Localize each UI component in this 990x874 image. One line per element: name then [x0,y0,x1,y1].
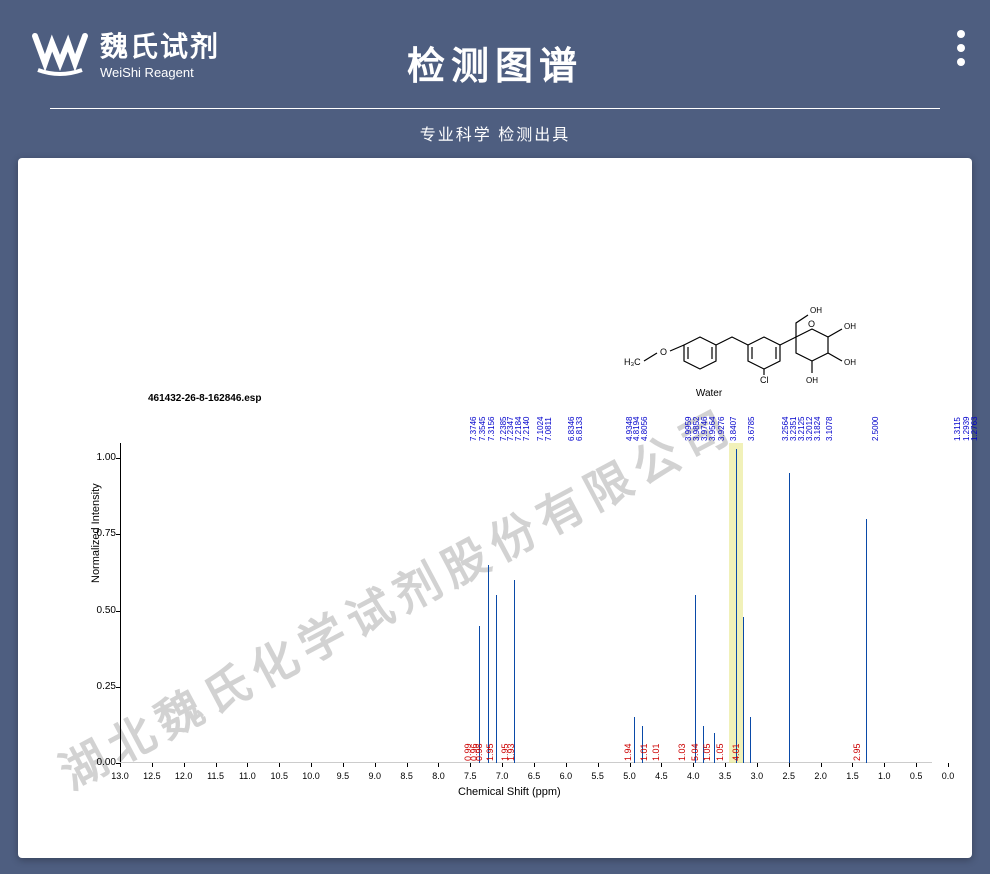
xtick: 1.5 [846,771,859,781]
spectrum-panel: 湖北魏氏化学试剂股份有限公司 461432-26-8-162846.esp No… [18,158,972,858]
water-label: Water [696,388,722,399]
integral-label: 1.94 [623,743,633,761]
xtick: 0.0 [942,771,955,781]
peak-label: 7.3545 [478,417,487,441]
logo-cn: 魏氏试剂 [100,25,220,65]
peak [496,595,497,763]
xtick: 2.0 [814,771,827,781]
integral-label: 1.03 [677,743,687,761]
filename-label: 461432-26-8-162846.esp [148,393,261,404]
peak [750,717,751,763]
peak-label: 1.2763 [970,417,979,441]
peak [514,580,515,763]
peak-label: 3.1824 [813,417,822,441]
integral-label: 2.95 [852,743,862,761]
xtick: 5.5 [591,771,604,781]
svg-text:H₃C: H₃C [624,357,641,367]
peak-label: 7.3156 [487,417,496,441]
peak [488,565,489,763]
ytick: 0.25 [88,681,116,692]
integral-label: 1.01 [639,743,649,761]
xtick: 12.5 [143,771,161,781]
peak-label: 7.0811 [544,417,553,441]
integral-label: 5.04 [690,743,700,761]
xtick: 9.5 [337,771,350,781]
xtick: 8.0 [432,771,445,781]
watermark: 湖北魏氏化学试剂股份有限公司 [47,389,745,802]
logo: 魏氏试剂 WeiShi Reagent [30,25,220,80]
integral-label: 1.93 [506,743,516,761]
peak [479,626,480,763]
peak-label: 7.2140 [522,417,531,441]
svg-text:OH: OH [806,376,818,385]
svg-text:OH: OH [844,322,856,331]
svg-text:Cl: Cl [760,375,769,385]
xtick: 3.0 [751,771,764,781]
integral-label: 1.05 [715,743,725,761]
xtick: 1.0 [878,771,891,781]
ytick: 0.75 [88,528,116,539]
integral-label: 1.95 [485,743,495,761]
peak-label: 3.9564 [708,417,717,441]
peak [789,473,790,763]
integral-label: 0.98 [474,743,484,761]
xtick: 3.5 [719,771,732,781]
xtick: 8.5 [400,771,413,781]
peak-label: 4.8056 [640,417,649,441]
peak [634,717,635,763]
peak [866,519,867,763]
xtick: 11.5 [207,771,224,781]
peak-label: 3.1078 [825,417,834,441]
x-axis-label: Chemical Shift (ppm) [458,786,561,798]
xtick: 12.0 [175,771,193,781]
integral-label: 1.01 [651,743,661,761]
peak-label: 7.3746 [469,417,478,441]
logo-en: WeiShi Reagent [100,65,220,80]
y-axis [120,443,121,763]
baseline [120,762,932,763]
logo-icon [30,28,90,78]
svg-text:O: O [660,347,667,357]
peak [736,449,737,763]
ytick: 1.00 [88,452,116,463]
xtick: 4.0 [687,771,700,781]
molecule-structure: H₃C O Cl O OH OH OH OH [622,293,912,403]
peak-label: 3.9276 [717,417,726,441]
integral-label: 4.01 [731,743,741,761]
svg-text:O: O [808,319,815,329]
subtitle: 专业科学 检测出具 [20,121,970,145]
xtick: 7.5 [464,771,477,781]
header-divider [50,108,940,109]
menu-dots-icon[interactable] [957,30,965,66]
integral-label: 1.05 [702,743,712,761]
xtick: 10.5 [270,771,288,781]
xtick: 11.0 [239,771,256,781]
peak-label: 2.5000 [871,417,880,441]
xtick: 4.5 [655,771,668,781]
xtick: 0.5 [910,771,923,781]
xtick: 5.0 [623,771,636,781]
xtick: 6.5 [528,771,541,781]
ytick: 0.00 [88,757,116,768]
peak-label: 6.8133 [575,417,584,441]
xtick: 10.0 [302,771,320,781]
xtick: 6.0 [560,771,573,781]
xtick: 2.5 [783,771,796,781]
peak [695,595,696,763]
ytick: 0.50 [88,605,116,616]
xtick: 9.0 [369,771,382,781]
header: 魏氏试剂 WeiShi Reagent 检测图谱 专业科学 检测出具 [0,0,990,140]
xtick: 7.0 [496,771,509,781]
peak [743,617,744,763]
peak-label: 3.8407 [729,417,738,441]
svg-text:OH: OH [844,358,856,367]
xtick: 13.0 [111,771,129,781]
nmr-spectrum: 湖北魏氏化学试剂股份有限公司 461432-26-8-162846.esp No… [38,183,952,833]
svg-text:OH: OH [810,306,822,315]
peak-label: 3.6785 [747,417,756,441]
